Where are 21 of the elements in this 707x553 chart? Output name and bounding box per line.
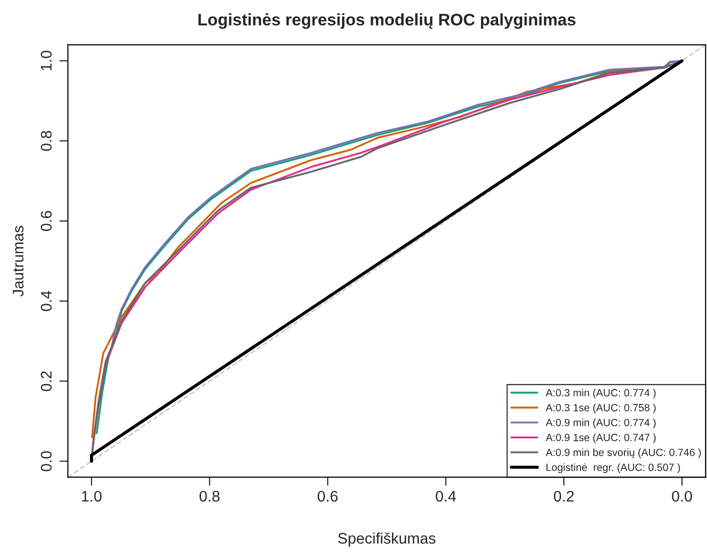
chart-title: Logistinės regresijos modelių ROC palyginimas [198, 13, 576, 29]
y-tick-label: 0.6 [40, 211, 52, 231]
x-tick-label: 0.4 [436, 490, 456, 502]
x-tick-label: 0.0 [672, 490, 692, 502]
legend-label: A:0.3 1se (AUC: 0.758 ) [546, 404, 656, 414]
x-tick-label: 0.2 [554, 490, 574, 502]
x-tick-label: 1.0 [82, 490, 102, 502]
y-tick-label: 1.0 [40, 50, 52, 70]
y-tick-label: 0.2 [40, 371, 52, 392]
y-tick-label: 0.8 [40, 130, 52, 151]
x-axis-title: Specifiškumas [338, 532, 436, 547]
legend-label: A:0.9 min (AUC: 0.774 ) [546, 418, 656, 428]
y-axis-title: Jautrumas [12, 226, 24, 296]
y-tick-label: 0.4 [40, 290, 52, 312]
legend-label: A:0.3 min (AUC: 0.774 ) [546, 388, 656, 398]
x-tick-label: 0.6 [318, 490, 338, 502]
legend-label: A:0.9 min be svorių (AUC: 0.746 ) [546, 448, 701, 458]
legend-label: Logistinė regr. (AUC: 0.507 ) [546, 463, 680, 474]
legend-label: A:0.9 1se (AUC: 0.747 ) [546, 434, 656, 444]
y-tick-label: 0.0 [40, 451, 52, 472]
x-tick-label: 0.8 [200, 490, 220, 502]
